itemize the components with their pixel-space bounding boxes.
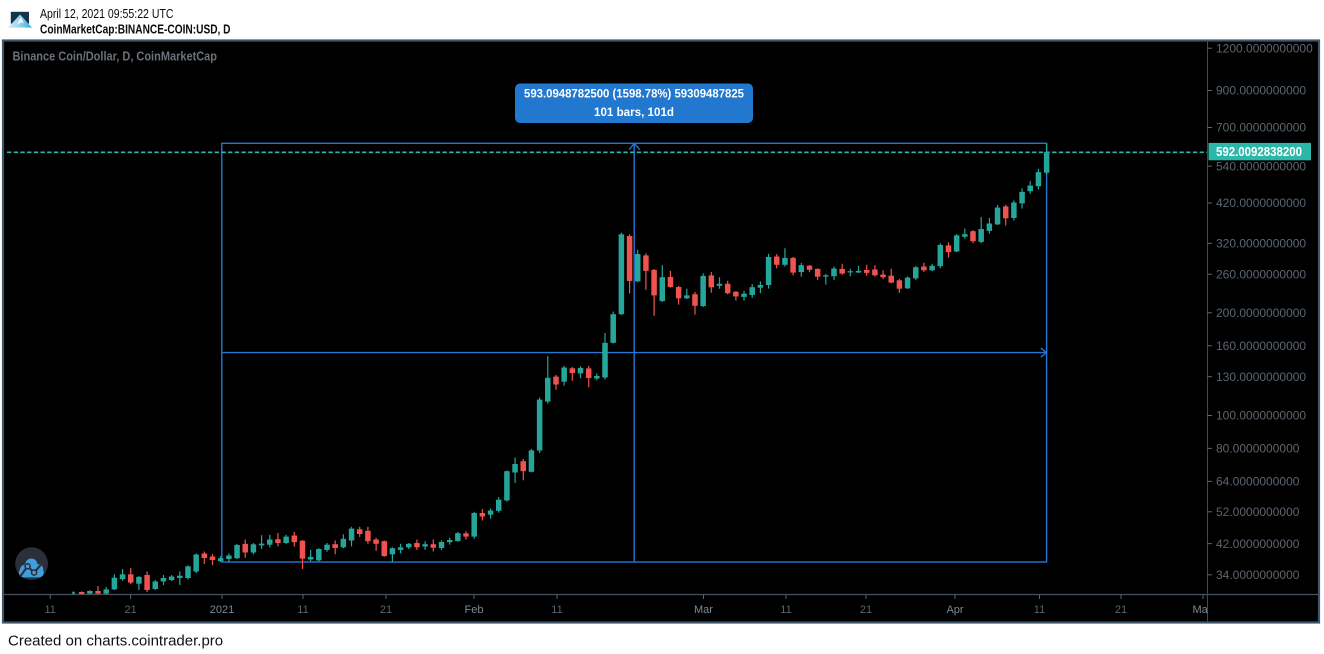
svg-text:260.0000000000: 260.0000000000 <box>1216 267 1306 281</box>
svg-text:160.0000000000: 160.0000000000 <box>1216 339 1306 353</box>
svg-text:Feb: Feb <box>465 604 484 616</box>
svg-text:2021: 2021 <box>210 604 234 616</box>
svg-text:CoinMarketCap:BINANCE-COIN:USD: CoinMarketCap:BINANCE-COIN:USD, D <box>40 22 231 37</box>
svg-text:101 bars, 101d: 101 bars, 101d <box>594 105 674 119</box>
svg-text:100.0000000000: 100.0000000000 <box>1216 409 1306 423</box>
svg-text:320.0000000000: 320.0000000000 <box>1216 237 1306 251</box>
svg-text:420.0000000000: 420.0000000000 <box>1216 196 1306 210</box>
svg-text:593.0948782500 (1598.78%) 5930: 593.0948782500 (1598.78%) 59309487825 <box>524 87 744 101</box>
svg-text:21: 21 <box>1115 604 1127 616</box>
svg-text:11: 11 <box>297 604 308 616</box>
svg-text:540.0000000000: 540.0000000000 <box>1216 159 1306 173</box>
svg-text:21: 21 <box>860 604 872 616</box>
svg-text:11: 11 <box>44 604 55 616</box>
svg-text:34.0000000000: 34.0000000000 <box>1216 568 1300 582</box>
svg-text:1200.0000000000: 1200.0000000000 <box>1216 41 1313 55</box>
svg-text:April 12, 2021 09:55:22 UTC: April 12, 2021 09:55:22 UTC <box>40 6 174 21</box>
svg-text:700.0000000000: 700.0000000000 <box>1216 121 1306 135</box>
svg-text:52.0000000000: 52.0000000000 <box>1216 505 1300 519</box>
svg-text:Created on charts.cointrader.p: Created on charts.cointrader.pro <box>8 633 223 650</box>
svg-text:Ma: Ma <box>1193 604 1209 616</box>
svg-text:11: 11 <box>780 604 791 616</box>
svg-text:130.0000000000: 130.0000000000 <box>1216 370 1306 384</box>
svg-text:80.0000000000: 80.0000000000 <box>1216 442 1300 456</box>
svg-text:Mar: Mar <box>694 604 713 616</box>
svg-text:42.0000000000: 42.0000000000 <box>1216 537 1300 551</box>
svg-text:21: 21 <box>124 604 136 616</box>
svg-text:21: 21 <box>380 604 392 616</box>
svg-text:592.0092838200: 592.0092838200 <box>1216 145 1302 159</box>
svg-text:200.0000000000: 200.0000000000 <box>1216 306 1306 320</box>
svg-text:11: 11 <box>1034 604 1045 616</box>
svg-text:Apr: Apr <box>946 604 963 616</box>
svg-text:Binance Coin/Dollar, D, CoinMa: Binance Coin/Dollar, D, CoinMarketCap <box>13 50 218 64</box>
svg-text:64.0000000000: 64.0000000000 <box>1216 475 1300 489</box>
svg-text:11: 11 <box>551 604 562 616</box>
svg-text:900.0000000000: 900.0000000000 <box>1216 84 1306 98</box>
